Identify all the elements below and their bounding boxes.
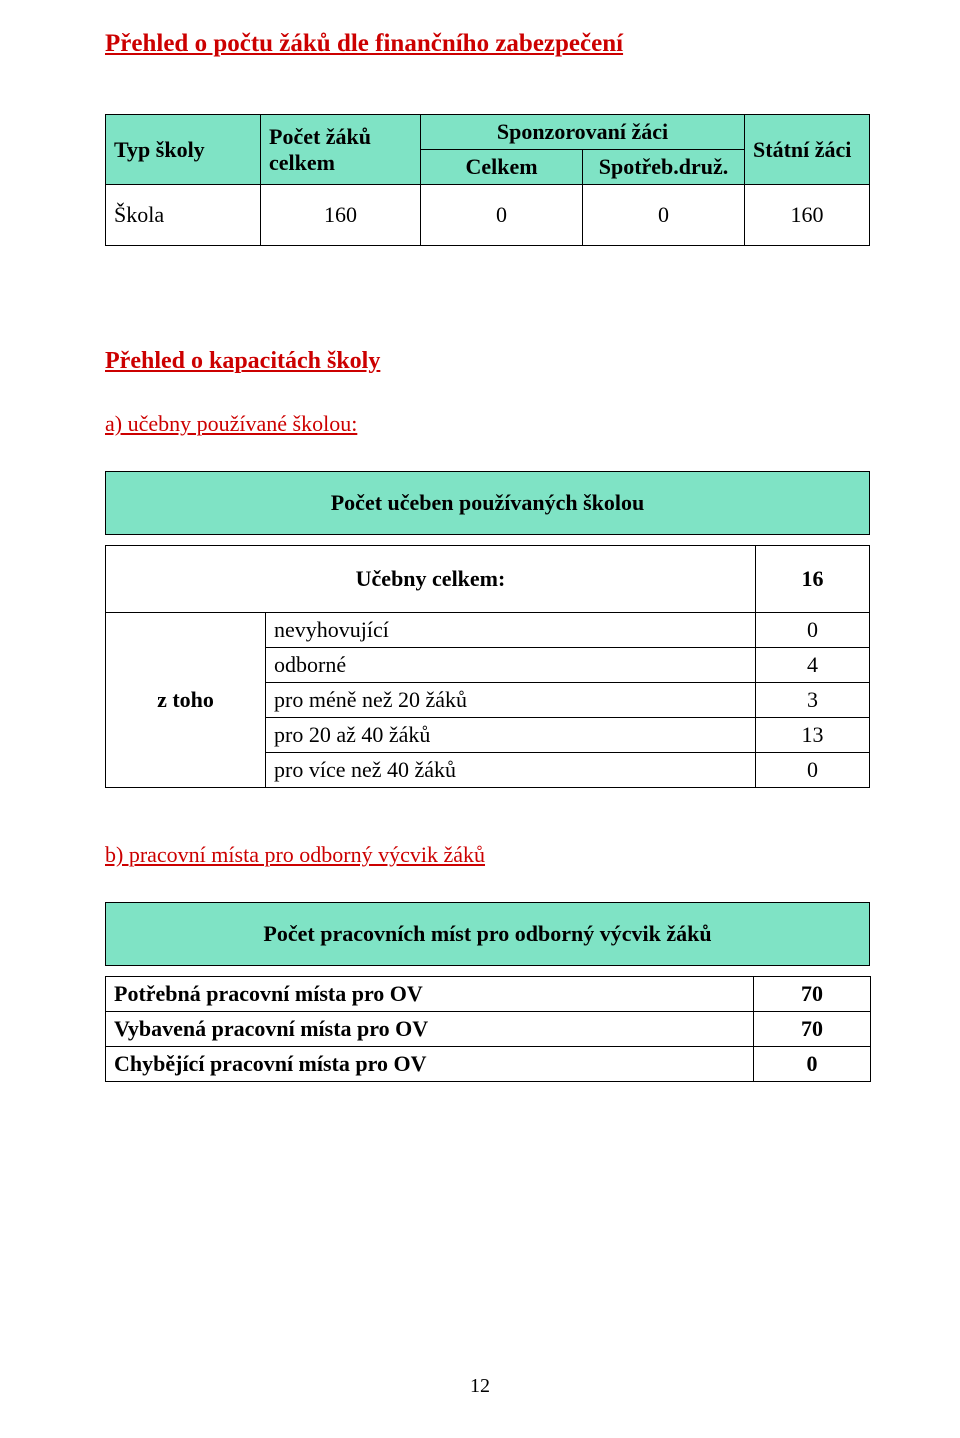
table-ucebny: Učebny celkem: 16 z toho nevyhovující 0 …: [105, 545, 870, 788]
table-pracovni: Potřebná pracovní místa pro OV 70 Vybave…: [105, 976, 871, 1082]
cell-a-row1-label: odborné: [266, 648, 756, 683]
label-line1: Počet žáků: [269, 124, 371, 149]
cell-b-row1-label: Vybavená pracovní místa pro OV: [106, 1012, 754, 1047]
cell-b-row1-value: 70: [754, 1012, 871, 1047]
cell-skola-sponz-celkem: 0: [421, 185, 583, 246]
cell-ztoho: z toho: [106, 613, 266, 788]
cell-b-row0-label: Potřebná pracovní místa pro OV: [106, 977, 754, 1012]
cell-a-row3-value: 13: [756, 718, 870, 753]
cell-ucebny-celkem-label: Učebny celkem:: [106, 546, 756, 613]
th-typ-skoly: Typ školy: [106, 115, 261, 185]
table-ucebny-title: Počet učeben používaných školou: [105, 471, 870, 535]
cell-a-row4-label: pro více než 40 žáků: [266, 753, 756, 788]
table-pracovni-title: Počet pracovních míst pro odborný výcvik…: [105, 902, 870, 966]
cell-a-row3-label: pro 20 až 40 žáků: [266, 718, 756, 753]
cell-a-row2-value: 3: [756, 683, 870, 718]
page: Přehled o počtu žáků dle finančního zabe…: [0, 0, 960, 1438]
cell-a-row0-value: 0: [756, 613, 870, 648]
cell-pracovni-title: Počet pracovních míst pro odborný výcvik…: [106, 903, 870, 966]
cell-b-row2-value: 0: [754, 1047, 871, 1082]
page-number: 12: [0, 1375, 960, 1398]
th-sponz-celkem: Celkem: [421, 150, 583, 185]
th-pocet-zaku-celkem: Počet žáků celkem: [261, 115, 421, 185]
cell-a-row2-label: pro méně než 20 žáků: [266, 683, 756, 718]
subheading-a: a) učebny používané školou:: [105, 411, 870, 437]
cell-b-row0-value: 70: [754, 977, 871, 1012]
cell-b-row2-label: Chybějící pracovní místa pro OV: [106, 1047, 754, 1082]
subheading-b: b) pracovní místa pro odborný výcvik žák…: [105, 842, 870, 868]
cell-ucebny-celkem-value: 16: [756, 546, 870, 613]
cell-a-row4-value: 0: [756, 753, 870, 788]
cell-ucebny-title: Počet učeben používaných školou: [106, 472, 870, 535]
heading-kapacity-skoly: Přehled o kapacitách školy: [105, 348, 870, 375]
cell-skola-celkem: 160: [261, 185, 421, 246]
th-statni-zaci: Státní žáci: [745, 115, 870, 185]
th-sponzorovani: Sponzorovaní žáci: [421, 115, 745, 150]
label-line2: celkem: [269, 150, 335, 175]
table-students-by-funding: Typ školy Počet žáků celkem Sponzorovaní…: [105, 114, 870, 246]
cell-skola-statni: 160: [745, 185, 870, 246]
th-sponz-druz: Spotřeb.druž.: [583, 150, 745, 185]
cell-a-row0-label: nevyhovující: [266, 613, 756, 648]
cell-skola-label: Škola: [106, 185, 261, 246]
cell-a-row1-value: 4: [756, 648, 870, 683]
heading-students-by-funding: Přehled o počtu žáků dle finančního zabe…: [105, 30, 870, 58]
cell-skola-sponz-druz: 0: [583, 185, 745, 246]
